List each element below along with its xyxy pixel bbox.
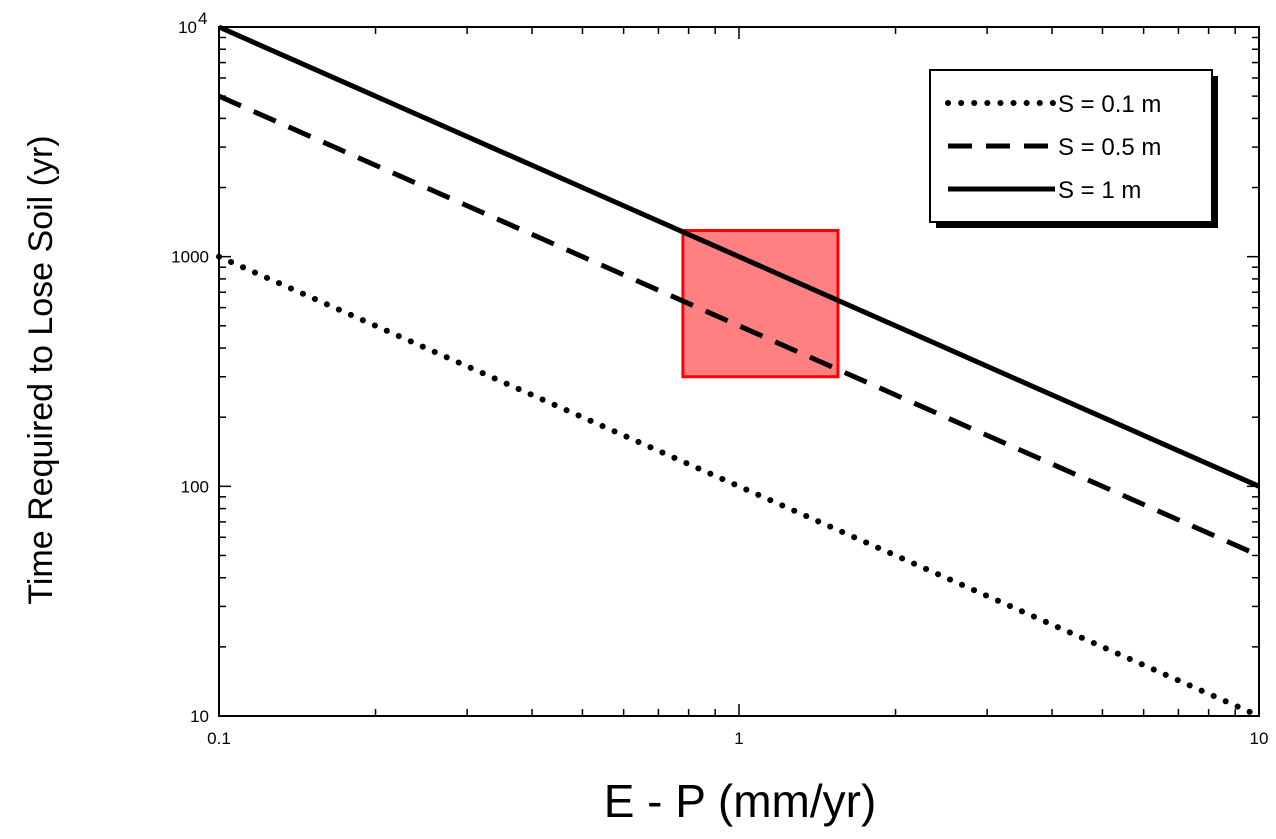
legend-label-0: S = 0.1 m — [1058, 91, 1161, 118]
legend-label-1: S = 0.5 m — [1058, 134, 1161, 161]
x-tick-label: 10 — [1250, 729, 1269, 748]
ticks — [218, 27, 1259, 717]
legend-box — [929, 69, 1213, 223]
y-tick-label: 1000 — [171, 248, 209, 267]
highlight-box — [681, 228, 840, 379]
series-lines — [216, 24, 1262, 719]
x-tick-label: 1 — [734, 729, 743, 748]
y-axis-label: Time Required to Lose Soil (yr) — [22, 135, 60, 604]
y-tick-label-exponent: 4 — [198, 9, 207, 28]
x-tick-label: 0.1 — [207, 729, 231, 748]
series-line-2 — [217, 24, 1261, 489]
y-tick-label: 100 — [181, 477, 209, 496]
y-tick-label: 10 — [190, 707, 209, 726]
legend-label-2: S = 1 m — [1058, 177, 1141, 204]
y-tick-label: 10 — [178, 18, 197, 37]
highlight-layer — [681, 228, 840, 379]
x-axis-label: E - P (mm/yr) — [604, 775, 877, 827]
legend: S = 0.1 m S = 0.5 m S = 1 m — [929, 69, 1218, 228]
